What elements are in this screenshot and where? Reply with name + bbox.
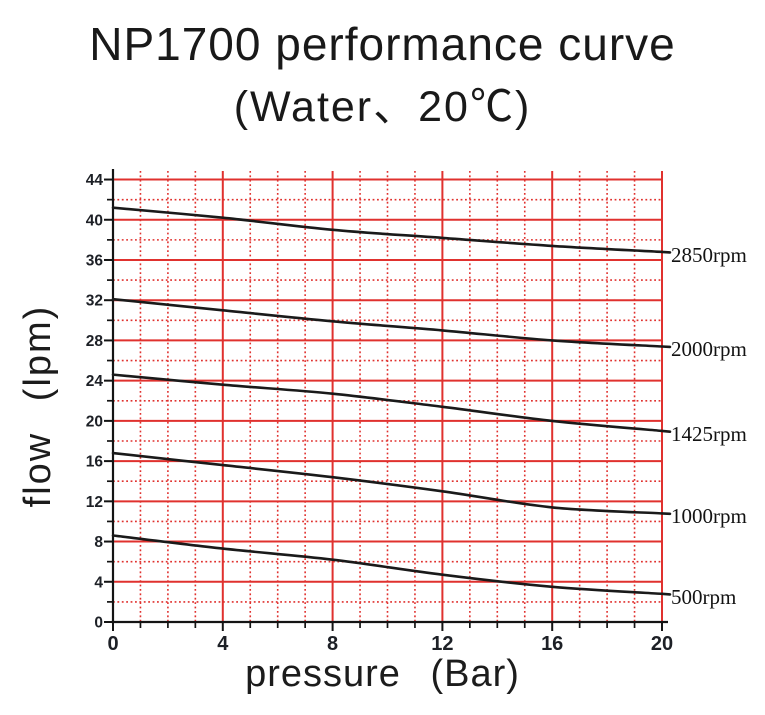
curve-1000rpm — [111, 451, 672, 516]
x-tick-label: 4 — [217, 633, 229, 655]
x-tick-label: 12 — [431, 633, 453, 655]
y-tick-label: 40 — [86, 212, 103, 229]
curve-2000rpm — [111, 297, 672, 349]
y-tick-label: 8 — [94, 534, 103, 551]
x-tick-label: 20 — [651, 633, 673, 655]
y-tick-label: 0 — [94, 615, 103, 632]
series-label-1425rpm: 1425rpm — [671, 421, 747, 446]
y-tick-label: 12 — [86, 494, 103, 511]
x-axis-ticks — [112, 622, 663, 631]
x-tick-labels: 0 4 8 12 16 20 — [107, 633, 673, 655]
y-tick-label: 20 — [86, 413, 103, 430]
y-tick-label: 28 — [86, 333, 104, 350]
y-tick-label: 4 — [94, 574, 103, 591]
y-tick-label: 24 — [86, 373, 104, 390]
y-tick-label: 32 — [86, 293, 103, 310]
series-label-500rpm: 500rpm — [671, 584, 737, 609]
series-label-2850rpm: 2850rpm — [671, 242, 747, 267]
y-tick-label: 36 — [86, 252, 104, 269]
x-axis-title: pressure (Bar) — [245, 653, 520, 695]
x-tick-label: 0 — [107, 633, 118, 655]
curve-500rpm — [111, 534, 672, 596]
x-tick-label: 8 — [327, 633, 338, 655]
y-tick-label: 16 — [86, 454, 104, 471]
chart-title: NP1700 performance curve — [89, 18, 676, 70]
x-tick-label: 16 — [541, 633, 563, 655]
chart-subtitle: (Water、20℃) — [233, 83, 532, 131]
grid-major — [113, 171, 663, 622]
y-tick-label: 44 — [86, 172, 104, 189]
series-label-2000rpm: 2000rpm — [671, 337, 747, 362]
axes — [111, 169, 668, 624]
curve-2850rpm — [111, 206, 672, 254]
y-axis-ticks — [104, 178, 113, 623]
grid-minor — [113, 171, 662, 622]
curves — [111, 206, 672, 596]
series-label-1000rpm: 1000rpm — [671, 504, 747, 529]
curve-1425rpm — [111, 373, 672, 433]
y-tick-labels: 0 4 8 12 16 20 24 28 32 36 40 44 — [86, 172, 104, 631]
